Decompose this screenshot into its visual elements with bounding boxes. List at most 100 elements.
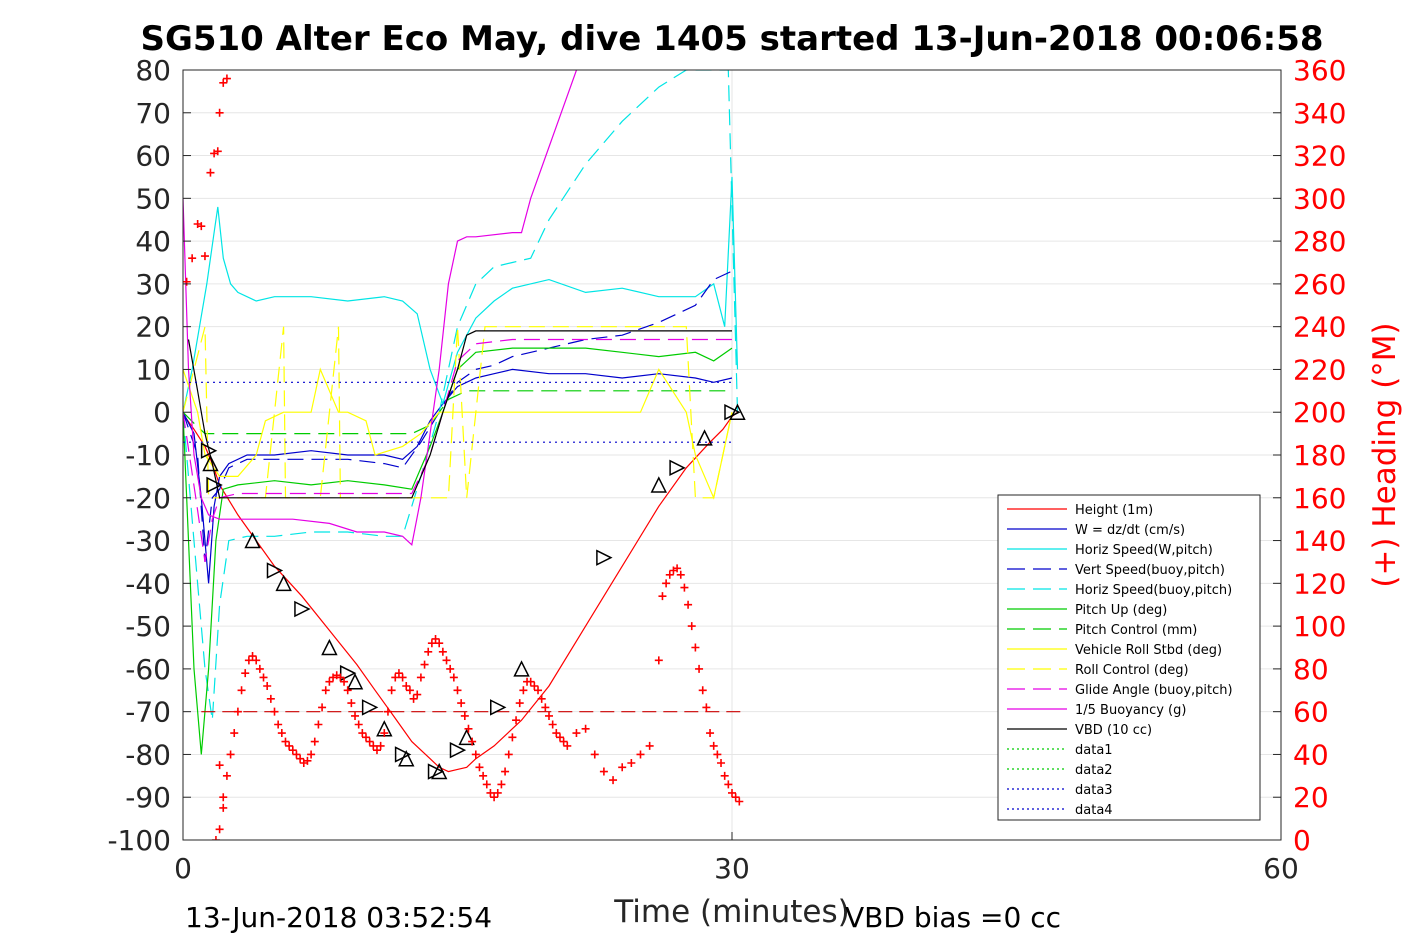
heading-point xyxy=(248,652,257,661)
heading-point xyxy=(609,776,618,785)
heading-point xyxy=(416,673,425,682)
height-marker xyxy=(696,429,713,446)
height-marker xyxy=(206,476,223,494)
series-pitch-up-deg xyxy=(183,347,733,755)
heading-point xyxy=(424,647,433,656)
heading-point xyxy=(559,737,568,746)
y-right-tick-label: 300 xyxy=(1293,182,1346,215)
heading-point xyxy=(241,669,250,678)
heading-point xyxy=(698,686,707,695)
y-tick-label: 30 xyxy=(135,268,171,301)
heading-point xyxy=(277,729,286,738)
heading-point xyxy=(691,643,700,652)
heading-point xyxy=(398,673,407,682)
heading-point xyxy=(347,699,356,708)
legend-label: Vert Speed(buoy,pitch) xyxy=(1075,563,1225,578)
height-marker xyxy=(449,741,467,759)
heading-point xyxy=(702,703,711,712)
y-right-tick-label: 100 xyxy=(1293,610,1346,643)
heading-point xyxy=(526,677,535,686)
y-tick-label: -10 xyxy=(125,439,171,472)
legend-label: Pitch Up (deg) xyxy=(1075,603,1167,618)
y-tick-label: -30 xyxy=(125,525,171,558)
legend-label: VBD (10 cc) xyxy=(1075,723,1152,738)
heading-point xyxy=(387,686,396,695)
heading-point xyxy=(706,729,715,738)
series-group xyxy=(183,70,746,840)
heading-point xyxy=(676,570,685,579)
heading-point xyxy=(534,686,543,695)
series-w-dz-dt-cm-s xyxy=(183,368,733,584)
heading-point xyxy=(713,750,722,759)
heading-point xyxy=(504,750,513,759)
heading-point xyxy=(427,639,436,648)
height-marker xyxy=(321,638,338,656)
heading-point xyxy=(354,720,363,729)
heading-point xyxy=(475,763,484,772)
x-axis-ticks: 0 30 60 xyxy=(174,832,1299,885)
heading-point xyxy=(658,592,667,601)
heading-point xyxy=(728,788,736,797)
heading-point xyxy=(431,634,440,643)
y-right-tick-label: 160 xyxy=(1293,482,1346,515)
legend-label: 1/5 Buoyancy (g) xyxy=(1075,703,1186,718)
heading-point xyxy=(717,759,726,767)
heading-point xyxy=(285,741,294,750)
heading-point xyxy=(493,788,502,797)
heading-point xyxy=(519,686,528,695)
heading-point xyxy=(270,707,279,716)
series-vehicle-roll-stbd-deg xyxy=(183,367,733,500)
heading-point xyxy=(292,750,301,759)
y-right-tick-label: 40 xyxy=(1293,738,1329,771)
heading-point xyxy=(673,564,682,573)
y-tick-label: -50 xyxy=(125,610,171,643)
heading-point xyxy=(735,797,744,806)
heading-point xyxy=(197,222,206,231)
heading-point xyxy=(545,711,553,720)
y-right-tick-label: 360 xyxy=(1293,54,1346,87)
series-pitch-control-mm xyxy=(183,390,732,435)
y-right-tick-label: 240 xyxy=(1293,311,1346,344)
y-tick-label: -60 xyxy=(125,653,171,686)
heading-point xyxy=(215,108,224,117)
legend-label: Glide Angle (buoy,pitch) xyxy=(1075,683,1233,698)
y-tick-label: 10 xyxy=(135,353,171,386)
heading-point xyxy=(654,656,663,665)
y-tick-label: -100 xyxy=(107,824,171,857)
heading-point xyxy=(183,277,191,286)
heading-point xyxy=(645,741,654,750)
y-right-tick-label: 320 xyxy=(1293,140,1346,173)
height-marker xyxy=(398,750,415,767)
heading-point xyxy=(215,825,224,834)
heading-point xyxy=(720,771,729,780)
heading-point xyxy=(372,746,381,755)
y-right-tick-label: 80 xyxy=(1293,653,1329,686)
heading-point xyxy=(380,729,389,738)
series-layer xyxy=(183,70,746,840)
chart-title: SG510 Alter Eco May, dive 1405 started 1… xyxy=(140,19,1323,59)
heading-point xyxy=(471,750,480,759)
heading-point xyxy=(296,754,305,763)
heading-point xyxy=(244,656,253,665)
height-marker xyxy=(244,531,261,549)
footer-vbd-bias: VBD bias =0 cc xyxy=(845,901,1061,934)
heading-point xyxy=(486,788,495,797)
series-height-1m xyxy=(184,411,738,773)
heading-point xyxy=(362,733,370,742)
heading-point xyxy=(409,694,418,703)
heading-point xyxy=(219,803,228,812)
y-tick-label: 0 xyxy=(153,396,171,429)
heading-point xyxy=(206,168,215,177)
heading-point xyxy=(222,74,231,83)
heading-point xyxy=(636,750,645,759)
heading-point xyxy=(581,724,590,733)
y-right-tick-label: 280 xyxy=(1293,225,1346,258)
heading-point xyxy=(376,741,385,750)
legend-label: Horiz Speed(buoy,pitch) xyxy=(1075,583,1232,598)
heading-point xyxy=(555,733,564,742)
height-marker xyxy=(669,459,686,477)
heading-point xyxy=(365,737,374,746)
height-marker xyxy=(490,699,507,716)
heading-point xyxy=(215,761,224,770)
